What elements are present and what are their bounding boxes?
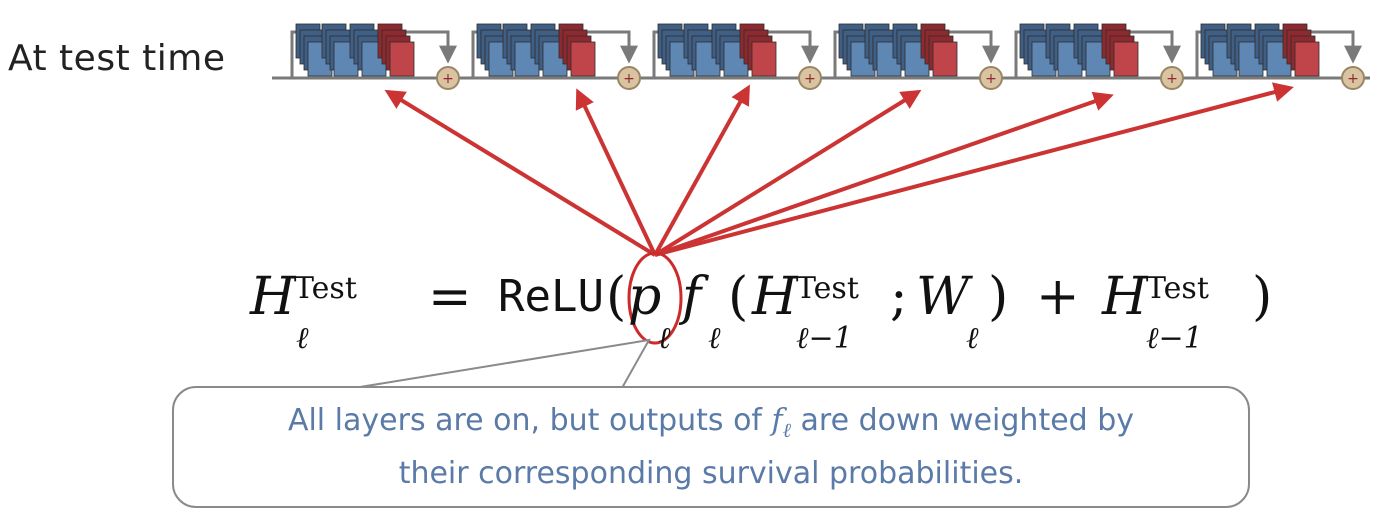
adder-node xyxy=(1341,66,1365,90)
callout-f-sub: ℓ xyxy=(782,417,791,442)
red-layer-slab xyxy=(751,41,777,77)
probability-arrow-6 xyxy=(654,82,1294,257)
adder-node xyxy=(979,66,1003,90)
residual-block-4: + xyxy=(833,23,1003,90)
callout-text: All layers are on, but outputs of fℓ are… xyxy=(288,399,1134,496)
eq-open-paren-2: ( xyxy=(728,267,749,327)
eq-equals: = xyxy=(428,267,472,327)
eq-h-prev-sup: Test xyxy=(796,271,859,306)
residual-block-2: + xyxy=(471,23,641,90)
eq-h-prev2-symbol: H xyxy=(1102,267,1148,327)
adder-plus-sign: + xyxy=(804,71,816,87)
eq-lhs-symbol: H xyxy=(250,267,296,327)
residual-blocks: + + + + + + xyxy=(272,23,1370,90)
probability-arrow-3 xyxy=(653,84,750,256)
eq-semicolon: ; xyxy=(890,267,908,327)
eq-lhs-sub: ℓ xyxy=(296,321,309,356)
adder-plus-sign: + xyxy=(442,71,454,87)
eq-close-paren-2: ) xyxy=(988,267,1009,327)
adder-plus-sign: + xyxy=(985,71,997,87)
probability-arrow-1 xyxy=(384,89,657,257)
adder-node xyxy=(1160,66,1184,90)
eq-h-prev-symbol: H xyxy=(752,267,798,327)
probability-arrows xyxy=(384,82,1294,257)
red-layer-slab xyxy=(389,41,415,77)
red-layer-slab xyxy=(932,41,958,77)
callout-line-1: All layers are on, but outputs of fℓ are… xyxy=(288,399,1134,452)
eq-w-symbol: W xyxy=(916,267,970,327)
eq-p-symbol: p xyxy=(628,267,662,327)
eq-f-sub: ℓ xyxy=(708,321,721,356)
probability-arrow-4 xyxy=(653,89,922,257)
heading: At test time xyxy=(8,38,226,79)
residual-block-5: + xyxy=(1014,23,1184,90)
adder-node xyxy=(798,66,822,90)
residual-block-6: + xyxy=(1195,23,1365,90)
adder-node xyxy=(436,66,460,90)
adder-plus-sign: + xyxy=(1347,71,1359,87)
residual-block-3: + xyxy=(652,23,822,90)
eq-w-sub: ℓ xyxy=(966,321,979,356)
callout-line1-before: All layers are on, but outputs of xyxy=(287,402,772,438)
adder-node xyxy=(617,66,641,90)
eq-relu: ReLU xyxy=(498,271,604,322)
callout-line-2: their corresponding survival probabiliti… xyxy=(398,455,1024,491)
adder-plus-sign: + xyxy=(623,71,635,87)
eq-f-symbol: f xyxy=(682,267,702,327)
adder-plus-sign: + xyxy=(1166,71,1178,87)
eq-h-prev2-sub: ℓ−1 xyxy=(1146,321,1203,356)
callout-f-symbol: f xyxy=(771,402,783,438)
callout-pointer xyxy=(353,338,651,389)
eq-p-sub: ℓ xyxy=(658,321,671,356)
probability-arrow-2 xyxy=(575,88,657,256)
eq-lhs-sup: Test xyxy=(294,271,357,306)
eq-h-prev-sub: ℓ−1 xyxy=(796,321,853,356)
eq-h-prev2-sup: Test xyxy=(1146,271,1209,306)
red-layer-slab xyxy=(1294,41,1320,77)
red-layer-slab xyxy=(1113,41,1139,77)
residual-block-1: + xyxy=(290,23,460,90)
probability-arrow-5 xyxy=(654,91,1114,257)
eq-open-paren: ( xyxy=(606,267,627,327)
test-time-equation: H Test ℓ = ReLU ( p ℓ f ℓ ( H Test ℓ−1 ;… xyxy=(250,252,1350,356)
eq-plus: + xyxy=(1036,267,1080,327)
p-highlight-ellipse xyxy=(627,251,683,345)
red-layer-slab xyxy=(570,41,596,77)
eq-close-paren: ) xyxy=(1252,267,1273,327)
explanation-callout: All layers are on, but outputs of fℓ are… xyxy=(172,386,1250,508)
callout-line1-after: are down weighted by xyxy=(790,402,1135,438)
